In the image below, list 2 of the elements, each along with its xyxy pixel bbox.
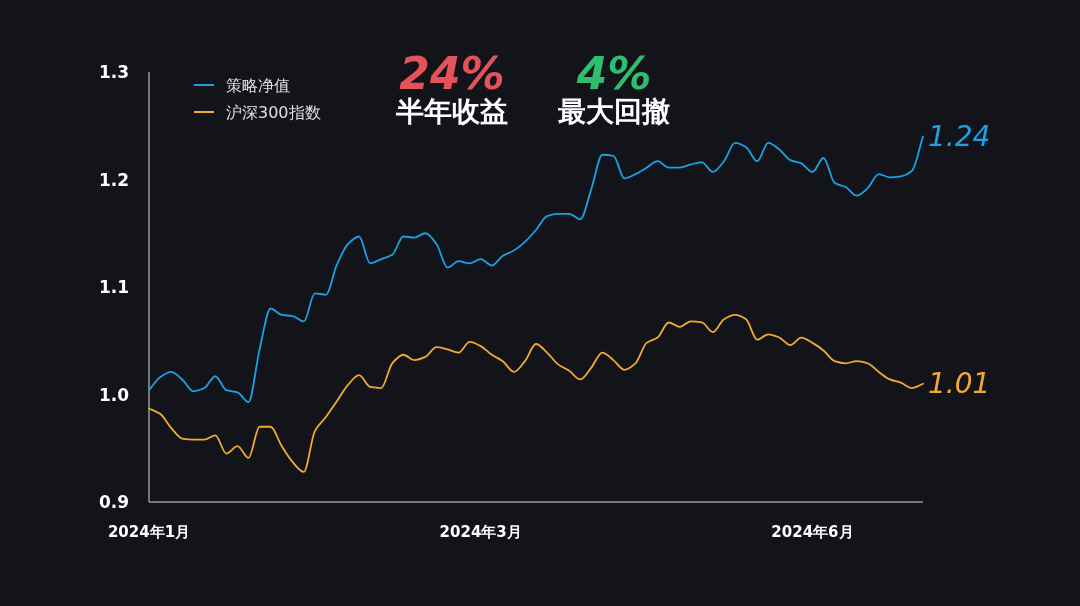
annotation: 最大回撤 bbox=[558, 95, 670, 128]
annotation: 半年收益 bbox=[396, 95, 508, 128]
